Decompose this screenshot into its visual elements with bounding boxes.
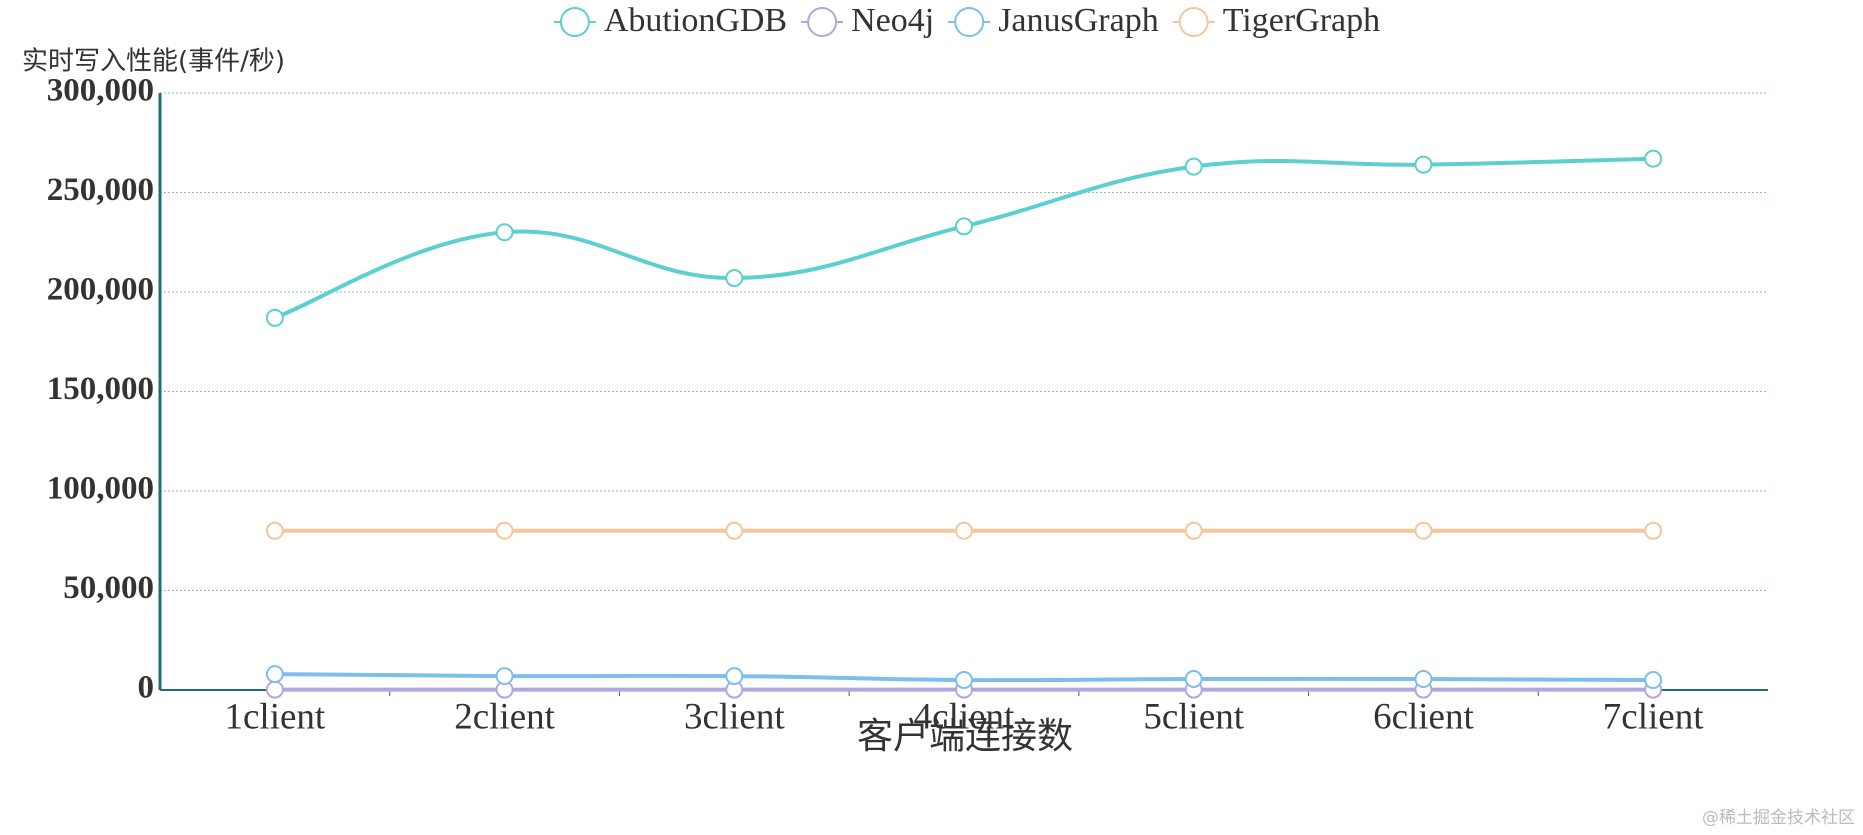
series-line xyxy=(274,156,1654,320)
data-point xyxy=(1414,155,1433,174)
data-point xyxy=(1184,157,1203,176)
y-tick-label: 200,000 xyxy=(47,272,154,308)
data-point xyxy=(495,667,514,686)
x-tick-label: 7client xyxy=(1603,696,1704,737)
data-point xyxy=(1644,521,1663,540)
x-tick-label: 2client xyxy=(454,696,555,737)
data-point xyxy=(1414,521,1433,540)
legend-marker xyxy=(559,7,590,37)
data-point xyxy=(955,671,973,690)
data-point xyxy=(265,521,284,540)
data-point xyxy=(1644,149,1663,168)
data-point xyxy=(725,269,744,288)
data-point xyxy=(495,223,514,242)
watermark: @稀土掘金技术社区 xyxy=(1702,808,1855,828)
data-point xyxy=(725,521,744,540)
x-axis-label: 客户端连接数 xyxy=(857,716,1073,757)
legend-label: TigerGraph xyxy=(1223,2,1380,39)
legend-marker xyxy=(1178,7,1209,37)
y-tick-label: 250,000 xyxy=(47,172,154,208)
y-tick-label: 0 xyxy=(138,670,155,706)
legend-label: Neo4j xyxy=(851,2,934,39)
data-point xyxy=(725,667,744,686)
data-point xyxy=(1184,670,1203,689)
legend-marker xyxy=(807,7,838,37)
legend: AbutionGDB Neo4j JanusGraph TigerGraph xyxy=(553,2,1380,39)
data-point xyxy=(495,521,514,540)
y-axis-label: 实时写入性能(事件/秒) xyxy=(22,47,285,77)
data-point xyxy=(1414,670,1433,689)
x-tick-label: 3client xyxy=(684,696,785,737)
data-point xyxy=(1184,521,1203,540)
x-tick-label: 1client xyxy=(225,696,326,737)
x-tick-label: 6client xyxy=(1373,696,1474,737)
data-point xyxy=(265,665,284,684)
y-tick-label: 150,000 xyxy=(47,371,154,407)
x-tick-label: 4client xyxy=(914,696,1015,737)
data-point xyxy=(1644,671,1663,690)
legend-marker xyxy=(954,7,985,37)
x-tick-label: 5client xyxy=(1143,696,1244,737)
data-point xyxy=(955,521,973,540)
data-point xyxy=(955,217,973,236)
data-point xyxy=(265,308,284,327)
data-point xyxy=(265,680,284,699)
y-tick-label: 100,000 xyxy=(47,471,154,507)
y-tick-label: 300,000 xyxy=(47,73,154,109)
y-tick-label: 50,000 xyxy=(63,570,154,606)
legend-label: AbutionGDB xyxy=(604,2,787,39)
legend-label: JanusGraph xyxy=(998,2,1159,39)
